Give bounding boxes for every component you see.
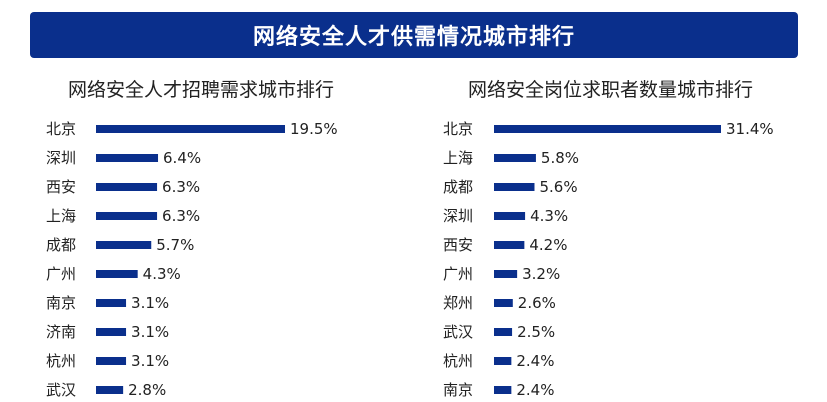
left-category-label: 武汉 — [46, 381, 76, 399]
left-value-label: 6.3% — [162, 178, 200, 196]
left-chart-title: 网络安全人才招聘需求城市排行 — [68, 79, 335, 101]
right-value-label: 4.2% — [529, 236, 567, 254]
right-category-label: 杭州 — [443, 352, 473, 370]
right-value-label: 2.4% — [516, 381, 554, 399]
left-value-label: 2.8% — [128, 381, 166, 399]
right-value-label: 5.8% — [541, 149, 579, 167]
right-value-label: 4.3% — [530, 207, 568, 225]
right-value-label: 3.2% — [522, 265, 560, 283]
left-category-label: 上海 — [46, 207, 76, 225]
header-banner: 网络安全人才供需情况城市排行 — [30, 12, 798, 58]
right-chart-title: 网络安全岗位求职者数量城市排行 — [468, 79, 754, 101]
right-value-label: 2.5% — [517, 323, 555, 341]
right-bar — [494, 270, 518, 278]
left-value-label: 5.7% — [156, 236, 194, 254]
left-category-label: 深圳 — [46, 149, 76, 167]
right-category-label: 北京 — [443, 120, 473, 138]
left-value-label: 6.3% — [162, 207, 200, 225]
left-bar — [96, 328, 127, 336]
left-category-label: 广州 — [46, 265, 76, 283]
left-bar — [96, 357, 127, 365]
left-bar — [96, 270, 138, 278]
left-category-label: 济南 — [46, 323, 76, 341]
right-value-label: 2.6% — [518, 294, 556, 312]
left-bar — [96, 299, 127, 307]
right-bar — [494, 241, 525, 249]
left-bar — [96, 212, 158, 220]
left-bar — [96, 154, 159, 162]
left-value-label: 3.1% — [131, 294, 169, 312]
right-bar — [494, 386, 512, 394]
left-category-label: 北京 — [46, 120, 76, 138]
right-category-label: 武汉 — [443, 323, 473, 341]
header-title: 网络安全人才供需情况城市排行 — [252, 25, 575, 50]
left-value-label: 4.3% — [143, 265, 181, 283]
left-value-label: 3.1% — [131, 323, 169, 341]
right-value-label: 2.4% — [516, 352, 554, 370]
left-category-label: 杭州 — [46, 352, 76, 370]
right-category-label: 南京 — [443, 381, 473, 399]
left-category-label: 南京 — [46, 294, 76, 312]
left-value-label: 6.4% — [163, 149, 201, 167]
left-value-label: 3.1% — [131, 352, 169, 370]
right-bar — [494, 154, 536, 162]
right-value-label: 5.6% — [539, 178, 577, 196]
right-category-label: 上海 — [443, 149, 473, 167]
left-category-label: 西安 — [46, 178, 76, 196]
right-bar — [494, 328, 513, 336]
right-category-label: 深圳 — [443, 207, 473, 225]
left-bar — [96, 183, 158, 191]
right-bar — [494, 299, 513, 307]
left-bar — [96, 241, 152, 249]
left-value-label: 19.5% — [290, 120, 338, 138]
right-bar — [494, 212, 526, 220]
right-category-label: 成都 — [443, 178, 473, 196]
right-category-label: 郑州 — [443, 294, 473, 312]
right-bar — [494, 125, 721, 133]
right-value-label: 31.4% — [726, 120, 774, 138]
left-bar — [96, 386, 124, 394]
right-bar — [494, 357, 512, 365]
left-category-label: 成都 — [46, 236, 76, 254]
right-bar — [494, 183, 535, 191]
left-bar — [96, 125, 285, 133]
right-category-label: 广州 — [443, 265, 473, 283]
right-category-label: 西安 — [443, 236, 473, 254]
